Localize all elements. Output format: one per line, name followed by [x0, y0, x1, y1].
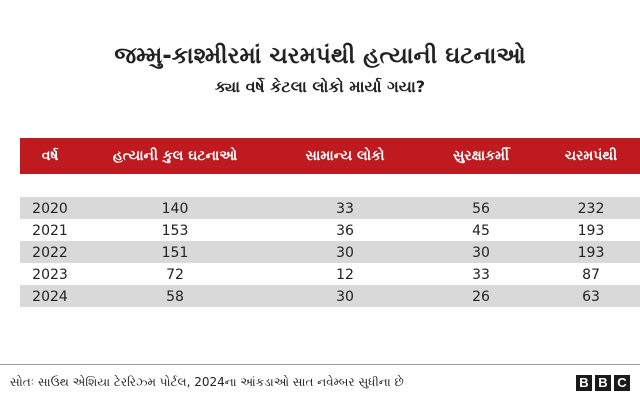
cell-civilians: 30 [336, 289, 354, 305]
cell-year: 2024 [32, 289, 68, 305]
cell-militants: 232 [577, 201, 605, 217]
cell-security-personnel: 33 [472, 267, 490, 283]
bbc-logo-letter: C [614, 375, 630, 391]
cell-security-personnel: 45 [472, 223, 490, 239]
cell-militants: 193 [577, 245, 605, 261]
cell-year: 2020 [32, 201, 68, 217]
cell-militants: 87 [582, 267, 600, 283]
cell-security-personnel: 26 [472, 289, 490, 305]
page-title: જમ્મુ-કાશ્મીરમાં ચરમપંથી હત્યાની ઘટનાઓ [114, 43, 526, 69]
page-subtitle: ક્યા વર્ષે કેટલા લોકો માર્યા ગયા? [214, 77, 426, 96]
cell-civilians: 33 [336, 201, 354, 217]
footer-divider [0, 364, 640, 365]
cell-civilians: 36 [336, 223, 354, 239]
bbc-logo: B B C [576, 375, 630, 391]
cell-civilians: 12 [336, 267, 354, 283]
header-total-incidents: હત્યાની કુલ ઘટનાઓ [112, 148, 238, 164]
cell-total-incidents: 140 [161, 201, 189, 217]
header-civilians: સામાન્ય લોકો [305, 148, 385, 164]
table-row: 2024 58 30 26 63 [20, 285, 640, 307]
cell-year: 2022 [32, 245, 68, 261]
cell-security-personnel: 30 [472, 245, 490, 261]
table-row: 2020 140 33 56 232 [20, 197, 640, 219]
bbc-logo-letter: B [595, 375, 611, 391]
cell-total-incidents: 151 [161, 245, 189, 261]
cell-civilians: 30 [336, 245, 354, 261]
cell-total-incidents: 153 [161, 223, 189, 239]
header-year: વર્ષ [41, 148, 59, 164]
cell-militants: 193 [577, 223, 605, 239]
table-header: વર્ષ હત્યાની કુલ ઘટનાઓ સામાન્ય લોકો સુરક… [20, 138, 640, 174]
cell-security-personnel: 56 [472, 201, 490, 217]
header-militants: ચરમપંથી [564, 148, 618, 164]
cell-year: 2021 [32, 223, 68, 239]
source-note: સોતઃ સાઉથ એશિયા ટેરરિઝ્મ પોર્ટલ, 2024ના … [10, 375, 404, 389]
cell-total-incidents: 72 [166, 267, 184, 283]
table-row: 2022 151 30 30 193 [20, 241, 640, 263]
table-row: 2023 72 12 33 87 [20, 263, 640, 285]
header-security-personnel: સુરક્ષાકર્મી [453, 148, 509, 164]
bbc-logo-letter: B [576, 375, 592, 391]
data-table: વર્ષ હત્યાની કુલ ઘટનાઓ સામાન્ય લોકો સુરક… [20, 138, 640, 307]
cell-year: 2023 [32, 267, 68, 283]
cell-total-incidents: 58 [166, 289, 184, 305]
cell-militants: 63 [582, 289, 600, 305]
table-row: 2021 153 36 45 193 [20, 219, 640, 241]
